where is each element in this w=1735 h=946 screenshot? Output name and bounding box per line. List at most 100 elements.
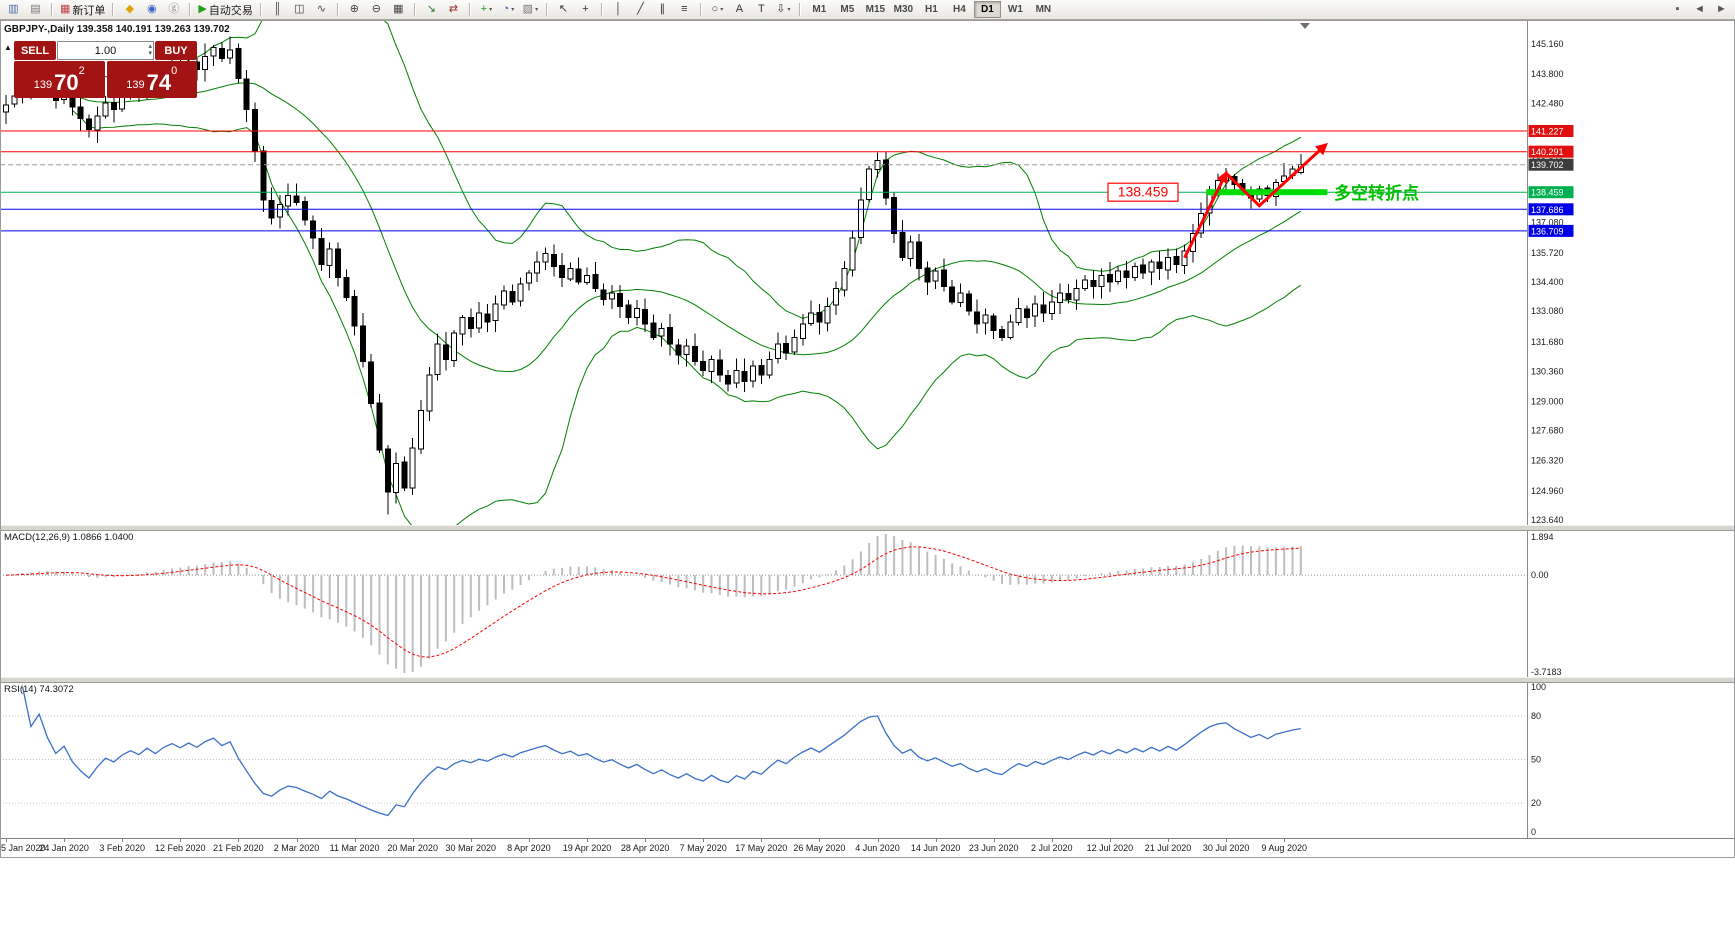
price-callout[interactable]: 138.459 [1107,182,1179,202]
crosshair-icon[interactable]: + [575,2,596,18]
tile-windows-icon[interactable]: ▦ [388,2,409,18]
date-label: 3 Feb 2020 [99,843,145,853]
autotrading-button[interactable]: ▶ 自动交易 [196,2,254,18]
timeframe-m15-button[interactable]: M15 [865,4,886,15]
volume-down-icon[interactable]: ▾ [148,50,152,57]
timeframe-m30-button[interactable]: M30 [893,4,914,15]
candlestick-chart-icon[interactable]: ◫ [289,2,310,18]
one-click-collapse-icon[interactable]: ▲ [4,43,12,52]
profiles-icon[interactable]: ▤ [25,2,46,18]
date-tick [819,839,821,842]
price-flag-137.686: 137.686 [1531,205,1564,215]
zoom-in-icon[interactable]: ⊕ [344,2,365,18]
time-axis[interactable]: 5 Jan 2020 24 Jan 2020 3 Feb 2020 12 Feb 20… [0,838,1735,859]
new-order-button[interactable]: ▦ 新订单 [58,2,107,18]
price-tick: 131.680 [1531,337,1564,347]
date-tick [703,839,705,842]
timeframe-w1-button[interactable]: W1 [1007,4,1023,15]
pane-splitter[interactable] [0,677,1735,683]
timeframe-m1-button[interactable]: M1 [812,4,827,15]
date-tick [122,839,124,842]
macd-histogram [13,534,1302,673]
text-label-icon[interactable]: T [751,2,772,18]
zone-highlight[interactable] [1206,189,1328,196]
macd-axis-top: 1.894 [1531,532,1554,542]
cursor-icon[interactable]: ↖ [553,2,574,18]
price-flags: 141.227 140.291 139.702 138.459 137.686 136.7… [1528,125,1574,237]
price-axis-separator[interactable] [1527,20,1528,838]
price-tick: 124.960 [1531,486,1564,496]
dropdown-caret-icon: ▾ [535,7,539,13]
market-watch-icon[interactable]: ◉ [141,2,162,18]
volume-up-icon[interactable]: ▴ [148,43,152,50]
zoom-out-icon[interactable]: ⊖ [366,2,387,18]
date-label: 30 Mar 2020 [445,843,497,853]
date-label: 2 Mar 2020 [273,843,320,853]
metaeditor-icon[interactable]: ◆ [119,2,140,18]
date-tick [1168,839,1169,842]
timeframe-d1-button[interactable]: D1 [973,1,1001,18]
price-flag-136.709: 136.709 [1531,226,1564,236]
date-label: 17 May 2020 [735,843,788,853]
scroll-left-icon[interactable]: ◄ [1689,2,1710,18]
price-callout-text: 138.459 [1118,184,1169,200]
volume-spinner[interactable]: ▴ ▾ [148,43,152,57]
date-label: 11 Mar 2020 [329,843,380,853]
text-icon[interactable]: A [729,2,750,18]
toolbar-separator [468,3,471,16]
date-tick [528,839,530,842]
vertical-line-icon[interactable]: │ [608,2,629,18]
trendline-icon[interactable]: ╱ [630,2,651,18]
buy-button[interactable]: BUY [155,41,197,60]
auto-scroll-icon: ↘ [426,3,436,15]
date-label: 7 May 2020 [679,843,727,853]
timeframe-mn-button[interactable]: MN [1035,4,1052,15]
price-tick: 126.320 [1531,456,1564,466]
dropdown-caret-icon: ▾ [720,7,724,13]
price-tick: 137.080 [1531,218,1564,228]
macd-pane-canvas[interactable]: 1.894 0.00 -3.7183 [0,529,1735,677]
community-icon[interactable]: ⓖ [163,2,184,18]
buy-price-button[interactable]: 139 74 0 [106,61,197,98]
rsi-pane-canvas[interactable]: 100 80 50 20 0 [0,681,1735,838]
chart-shift-icon[interactable]: ⇄ [443,2,464,18]
timeframe-h1-button[interactable]: H1 [924,4,938,15]
price-tick: 130.360 [1531,366,1564,376]
date-tick [412,839,414,842]
timeframe-m5-button[interactable]: M5 [840,4,855,15]
templates-button[interactable]: ▨ ▾ [520,2,541,18]
rsi-axis-label: 100 [1531,682,1546,692]
timeframe-h4-button[interactable]: H4 [952,4,966,15]
auto-scroll-icon[interactable]: ↘ [421,2,442,18]
indicators-button[interactable]: + ▾ [476,2,497,18]
price-axis-labels[interactable]: 145.160143.800142.480141.160139.840138.5… [1531,39,1564,525]
dropdown-caret-icon: ▾ [787,7,791,13]
price-flag-141.227: 141.227 [1531,127,1564,137]
shapes-button[interactable]: ○ ▾ [707,2,728,18]
chart-shift-marker[interactable] [1300,23,1310,29]
date-tick [180,839,182,842]
main-chart-canvas[interactable]: 145.160143.800142.480141.160139.840138.5… [0,20,1735,525]
sell-price-button[interactable]: 139 70 2 [14,61,105,98]
arrows-icon: ⇩ [776,3,786,15]
new-chart-icon[interactable]: ▥ [3,2,24,18]
turning-point-label[interactable]: 多空转折点 [1334,183,1419,203]
toolbar-pin-icon[interactable]: ▪ [1667,2,1688,18]
scroll-right-icon[interactable]: ► [1711,2,1732,18]
periods-button[interactable]: ◔ ▾ [498,2,519,18]
new-order-icon: ▦ [60,3,71,15]
volume-field[interactable]: 1.00 ▴ ▾ [57,41,154,60]
sell-button[interactable]: SELL [14,41,56,60]
macd-signal-line [5,546,1301,658]
channel-icon[interactable]: ∥ [652,2,673,18]
rsi-axis-label: 50 [1531,755,1541,765]
fibonacci-icon[interactable]: ≡ [674,2,695,18]
bar-chart-icon[interactable]: ║ [267,2,288,18]
price-tick: 129.000 [1531,397,1564,407]
line-chart-icon[interactable]: ∿ [311,2,332,18]
horizontal-lines[interactable] [0,130,1527,232]
arrows-button[interactable]: ⇩ ▾ [773,2,794,18]
pane-splitter[interactable] [0,525,1735,531]
date-label: 9 Aug 2020 [1261,843,1307,853]
trend-arrows[interactable] [1183,142,1328,259]
